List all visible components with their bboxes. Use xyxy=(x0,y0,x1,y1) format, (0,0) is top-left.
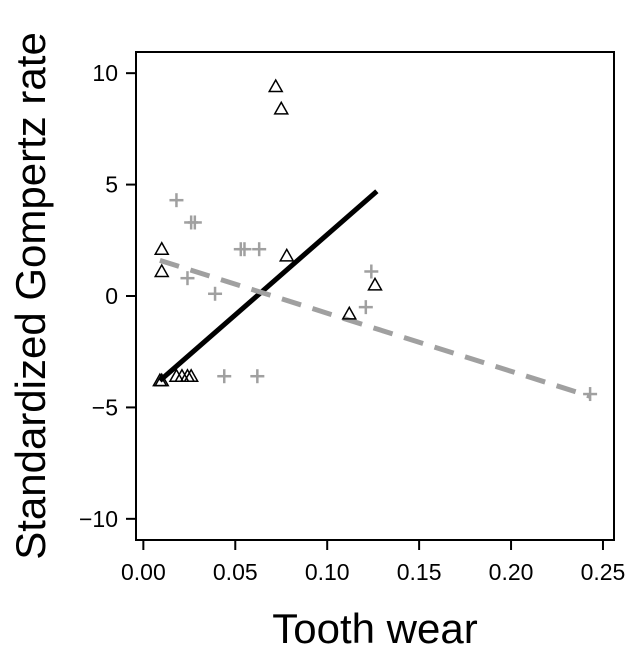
y-tick-label: 0 xyxy=(105,283,118,309)
plus-point xyxy=(364,264,379,279)
x-tick-label: 0.15 xyxy=(397,559,442,585)
triangle-point xyxy=(153,372,170,387)
x-tick-label: 0.10 xyxy=(305,559,350,585)
fit-lines xyxy=(158,189,591,399)
y-tick-label: 10 xyxy=(92,60,118,86)
plus-point xyxy=(208,286,223,301)
triangle-point xyxy=(267,78,284,93)
y-tick-label: −5 xyxy=(92,394,118,420)
plus-point xyxy=(180,271,195,286)
plus-point xyxy=(187,215,202,230)
x-tick-label: 0.05 xyxy=(213,559,258,585)
y-tick-label: 5 xyxy=(105,172,118,198)
x-tick-label: 0.20 xyxy=(489,559,534,585)
fit-line-solid xyxy=(158,189,379,383)
plus-point xyxy=(358,300,373,315)
triangle-point xyxy=(153,263,170,278)
triangle-point xyxy=(183,368,199,382)
fit-line-dashed xyxy=(159,257,591,399)
x-tick-label: 0.00 xyxy=(121,559,166,585)
triangle-point xyxy=(278,247,295,262)
triangle-point xyxy=(153,241,170,255)
triangle-point xyxy=(273,100,290,115)
x-tick-label: 0.25 xyxy=(581,559,626,585)
plus-point xyxy=(217,369,232,384)
data-points xyxy=(152,78,598,402)
plus-point xyxy=(169,193,184,208)
plus-point xyxy=(252,242,267,257)
plus-point xyxy=(237,242,252,257)
y-axis: 10 5 0 −5 −10 xyxy=(79,60,136,532)
y-tick-label: −10 xyxy=(79,506,118,532)
plus-point xyxy=(250,369,265,384)
triangle-point xyxy=(341,305,358,320)
triangle-point xyxy=(367,276,383,291)
plus-point xyxy=(583,387,598,402)
x-axis-title: Tooth wear xyxy=(272,605,477,650)
plot-area-frame xyxy=(135,51,615,541)
y-axis-title: Standardized Gompertz rate xyxy=(7,32,54,560)
x-axis: 0.00 0.05 0.10 0.15 0.20 0.25 xyxy=(121,540,625,585)
